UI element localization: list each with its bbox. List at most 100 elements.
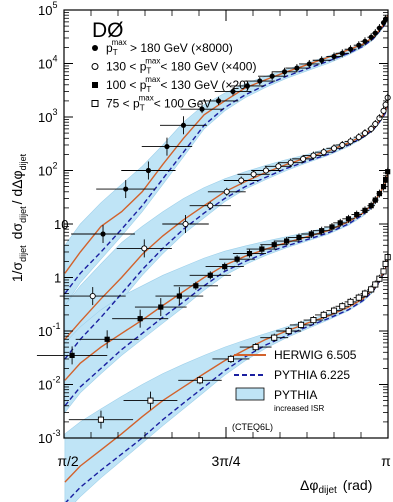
data-point <box>246 250 253 257</box>
y-axis-label-main: 1/σ <box>9 261 25 282</box>
data-point <box>230 88 236 95</box>
model-legend-label: PYTHIA <box>274 388 317 402</box>
data-point <box>380 107 387 114</box>
data-point <box>215 98 222 104</box>
legend-label: 130 < pTmax< 180 GeV (×400) <box>106 57 256 76</box>
data-point <box>196 377 204 384</box>
data-point <box>89 293 96 300</box>
y-tick-base: 10 <box>54 217 68 232</box>
data-point <box>376 275 383 282</box>
data-point <box>227 355 234 363</box>
data-point <box>319 57 325 63</box>
y-tick-exponent: 3 <box>52 107 57 117</box>
y-axis-label-tail: / dΔφ <box>9 170 25 204</box>
y-tick-base: 10 <box>38 164 52 179</box>
data-point <box>97 416 105 423</box>
y-tick-label: 103 <box>38 107 57 125</box>
data-point <box>339 303 346 310</box>
y-axis-label-sub3: dijet <box>18 153 28 170</box>
data-point <box>257 78 263 84</box>
pythia-curve-1 <box>64 101 389 360</box>
y-tick-label: 10-2 <box>38 375 60 393</box>
y-tick-label: 10-1 <box>38 321 60 339</box>
x-axis-label: Δφdijet (rad) <box>300 477 372 496</box>
y-tick-label: 104 <box>38 54 57 72</box>
data-point <box>104 336 110 342</box>
model-legend: HERWIG 6.505 PYTHIA 6.225 PYTHIA increased … <box>234 348 357 413</box>
data-point <box>361 290 369 297</box>
data-point <box>376 191 383 197</box>
data-point <box>207 272 213 278</box>
x-tick-label: 3π/4 <box>211 453 240 469</box>
data-point <box>347 298 354 305</box>
data-point <box>339 50 345 56</box>
data-point <box>368 34 374 40</box>
y-tick-exponent: -1 <box>52 321 60 331</box>
legend-label-part: p <box>106 41 113 55</box>
data-point <box>345 216 352 222</box>
data-point <box>297 321 305 328</box>
y-tick-exponent: 2 <box>52 161 57 171</box>
data-point <box>182 220 189 228</box>
data-point <box>337 220 343 226</box>
data-point <box>259 246 265 252</box>
data-point <box>380 268 387 275</box>
data-point <box>207 202 214 209</box>
data-point <box>383 176 389 183</box>
y-axis-label-sub: dijet <box>18 245 28 262</box>
data-point <box>310 317 317 324</box>
y-tick-exponent: 4 <box>52 54 57 64</box>
y-tick-base: 10 <box>38 324 52 339</box>
data-point <box>372 30 378 36</box>
data-point <box>252 344 259 351</box>
data-point <box>320 149 327 156</box>
legend-label: 100 < pTmax< 130 GeV (×20) <box>106 75 250 94</box>
x-tick-label: π <box>381 453 391 469</box>
y-tick-label: 1 <box>54 271 61 286</box>
data-point <box>271 334 278 341</box>
data-point <box>300 155 307 162</box>
legend-label-part: T <box>146 85 151 94</box>
pythia-curve-0 <box>64 16 389 295</box>
data-point <box>284 238 290 244</box>
legend-label: 75 < pTmax< 100 GeV <box>106 94 211 113</box>
legend-marker <box>91 100 99 107</box>
legend-label-part: max <box>112 38 127 47</box>
data-point <box>331 53 337 60</box>
x-tick-label: π/2 <box>57 453 79 469</box>
data-point <box>368 286 375 293</box>
data-point <box>310 152 317 159</box>
y-axis-label: 1/σdijetdσdijet/ dΔφdijet <box>9 153 28 282</box>
legend-label-part: < 100 GeV <box>154 97 212 111</box>
x-axis-label-sub: dijet <box>318 485 337 496</box>
data-point <box>164 143 170 150</box>
y-tick-base: 10 <box>38 3 52 18</box>
data-point <box>287 159 294 166</box>
y-tick-label: 102 <box>38 161 57 179</box>
data-point <box>361 130 369 137</box>
pdf-note: (CTEQ6L) <box>232 422 273 432</box>
legend-label-part: 130 < p <box>106 60 147 74</box>
data-point <box>147 397 154 404</box>
data-point <box>372 120 379 128</box>
legend-label-part: max <box>145 57 160 66</box>
data-point <box>199 106 205 112</box>
legend-isr-box <box>235 387 265 401</box>
data-point <box>222 263 228 270</box>
data-point <box>145 167 152 174</box>
data-point <box>141 245 148 252</box>
y-tick-exponent: -3 <box>52 428 60 438</box>
data-point <box>330 307 338 314</box>
data-point <box>123 186 129 192</box>
y-tick-base: 10 <box>38 431 52 446</box>
y-tick-base: 10 <box>38 110 52 125</box>
data-point <box>176 293 182 299</box>
data-point <box>362 207 368 213</box>
data-point <box>354 211 360 218</box>
data-point <box>306 61 312 67</box>
data-point <box>294 65 300 71</box>
data-point <box>347 138 354 145</box>
legend-label-part: T <box>146 67 151 76</box>
